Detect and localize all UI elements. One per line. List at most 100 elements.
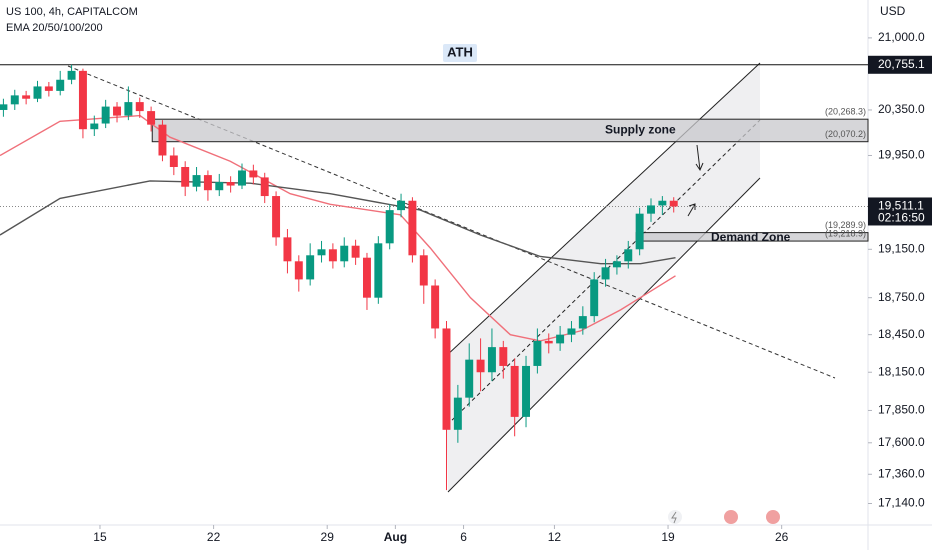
candle-body [328, 249, 337, 262]
candle-body [294, 261, 303, 280]
candle-body [351, 245, 360, 258]
candle-body [113, 106, 121, 116]
arrow-down [695, 144, 704, 172]
y-tick-label: 21,000.0 [878, 30, 925, 44]
candle-body [374, 243, 383, 298]
candle-body [135, 102, 144, 112]
candle-body [397, 200, 406, 211]
candle-body [544, 340, 553, 344]
zone-bottom-label: (19,218.9) [825, 228, 866, 238]
candle-body [0, 104, 8, 110]
candle-body [431, 285, 440, 329]
x-tick-label: 22 [207, 530, 221, 544]
chart-title: US 100, 4h, CAPITALCOM [6, 6, 138, 18]
candle-body [647, 205, 655, 214]
y-tick-label: 20,350.0 [878, 102, 925, 116]
candle-body [419, 255, 428, 286]
candle-body [453, 397, 462, 430]
candle-body [33, 86, 42, 99]
candle-body [590, 279, 599, 317]
ath-price-box [868, 55, 932, 74]
event-icon[interactable] [668, 510, 682, 524]
ath-price-label: 20,755.1 [878, 57, 925, 71]
flag-icon[interactable] [724, 510, 738, 524]
candle-body [635, 213, 644, 250]
candle-body [44, 86, 53, 91]
zone-label: Supply zone [605, 123, 676, 137]
channel-upper [444, 62, 761, 358]
y-tick-label: 17,600.0 [878, 435, 925, 449]
candle-body [158, 124, 167, 156]
candle-body [306, 255, 315, 280]
candle-body [317, 249, 326, 256]
currency: USD [880, 4, 906, 18]
candle-body [556, 334, 565, 344]
y-tick-label: 18,150.0 [878, 364, 925, 378]
current-price-box [868, 197, 932, 226]
y-tick-label: 18,750.0 [878, 290, 925, 304]
x-tick-label: Aug [384, 530, 407, 544]
candle-body [147, 111, 156, 125]
candle-body [226, 182, 235, 186]
flag-icon[interactable] [766, 510, 780, 524]
candle-body [385, 210, 394, 244]
candle-body [101, 106, 110, 124]
candle-body [260, 177, 269, 197]
downtrend-line [67, 65, 836, 379]
candle-body [578, 316, 587, 329]
zone-top-label: (19,289.9) [825, 220, 866, 230]
candle-body [249, 170, 258, 178]
y-tick-label: 17,360.0 [878, 466, 925, 480]
candle-body [78, 70, 87, 130]
candle-body [340, 245, 349, 262]
candle-body [203, 175, 212, 191]
candle-body [215, 182, 224, 191]
current-price-label: 19,511.1 [878, 199, 924, 213]
candle-body [408, 200, 417, 256]
indicator-label: EMA 20/50/100/200 [6, 22, 103, 34]
candle-body [465, 359, 474, 398]
candle-body [22, 95, 31, 99]
x-tick-label: 26 [775, 530, 789, 544]
candle-body [181, 166, 190, 187]
candle-body [272, 196, 281, 238]
candle-body [192, 175, 201, 187]
candle-body [522, 365, 531, 417]
candle-body [283, 237, 292, 262]
candle-body [124, 102, 133, 116]
event-icon-glyph [671, 511, 677, 524]
candle-body [658, 200, 667, 206]
y-tick-label: 18,450.0 [878, 327, 925, 341]
zone-top-label: (20,268.3) [825, 107, 866, 117]
candle-body [567, 328, 576, 335]
candle-body [499, 347, 508, 366]
candle-body [90, 123, 99, 130]
candle-body [669, 200, 678, 207]
x-tick-label: 19 [661, 530, 675, 544]
zone [151, 118, 869, 143]
candle-body [169, 155, 178, 167]
ath-label-bg [443, 44, 477, 62]
candle-body [476, 359, 485, 373]
y-tick-label: 19,150.0 [878, 241, 925, 255]
candle-body [442, 328, 451, 430]
zone-bottom-label: (20,070.2) [825, 129, 866, 139]
y-tick-label: 17,850.0 [878, 403, 925, 417]
channel-lower [447, 177, 761, 493]
y-tick-label: 17,140.0 [878, 496, 925, 510]
countdown-label: 02:16:50 [878, 211, 925, 225]
candle-body [56, 79, 65, 91]
x-tick-label: 15 [93, 530, 107, 544]
candle-body [510, 365, 519, 417]
candle-body [10, 95, 19, 105]
x-tick-label: 6 [460, 530, 467, 544]
y-tick-label: 19,950.0 [878, 148, 925, 162]
x-tick-label: 12 [548, 530, 562, 544]
candle-body [624, 249, 633, 262]
candle-body [601, 267, 610, 280]
candle-body [487, 347, 496, 373]
candle-body [238, 170, 246, 186]
candle-body [362, 257, 371, 298]
